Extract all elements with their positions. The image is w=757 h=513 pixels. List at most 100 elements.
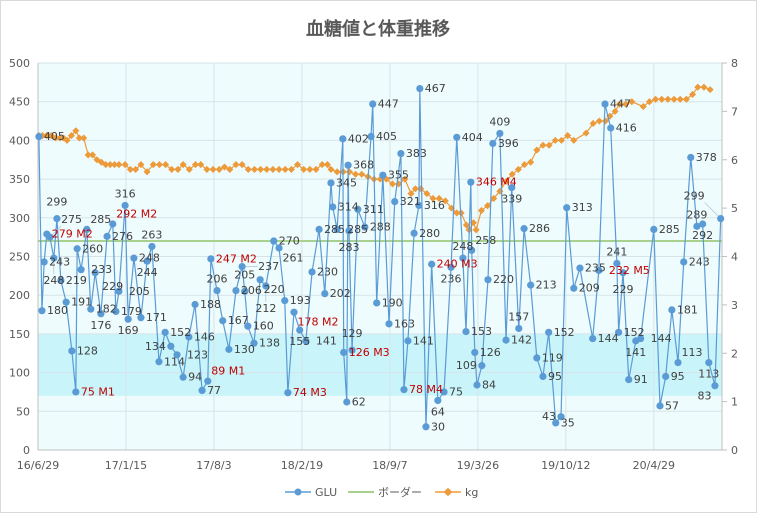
x-tick-label: 17/8/3 bbox=[196, 459, 231, 472]
glu-point bbox=[440, 388, 448, 396]
glu-data-label: 416 bbox=[616, 122, 637, 135]
glu-point bbox=[400, 386, 408, 394]
glu-point bbox=[250, 339, 258, 347]
glu-point bbox=[373, 299, 381, 307]
glu-data-label: 171 bbox=[146, 311, 167, 324]
kg-point bbox=[215, 165, 223, 173]
glu-point bbox=[72, 388, 80, 396]
glu-data-label: 243 bbox=[689, 255, 710, 268]
glu-point bbox=[404, 337, 412, 345]
glu-point bbox=[91, 269, 99, 277]
kg-point bbox=[263, 165, 271, 173]
glu-data-label: 404 bbox=[462, 131, 483, 144]
glu-point bbox=[563, 204, 571, 212]
glu-point bbox=[705, 358, 713, 367]
glu-point bbox=[155, 358, 163, 366]
glu-data-label: 75 M1 bbox=[81, 385, 115, 398]
kg-point bbox=[435, 194, 443, 202]
kg-point bbox=[191, 161, 200, 169]
kg-point bbox=[75, 134, 83, 142]
glu-data-label: 163 bbox=[394, 317, 415, 330]
kg-point bbox=[676, 95, 684, 103]
kg-point bbox=[162, 161, 170, 169]
glu-point bbox=[625, 375, 633, 384]
kg-point bbox=[84, 151, 92, 159]
glu-data-label: 286 bbox=[529, 222, 550, 235]
kg-point bbox=[358, 170, 366, 178]
glu-point bbox=[637, 334, 645, 343]
x-tick-label: 18/9/7 bbox=[372, 459, 407, 472]
glu-point bbox=[345, 227, 353, 235]
glu-point bbox=[613, 259, 621, 268]
glu-point bbox=[607, 124, 615, 132]
glu-point bbox=[348, 346, 356, 354]
glu-data-label: 205 bbox=[234, 268, 255, 281]
glu-point bbox=[595, 266, 603, 275]
glu-point bbox=[321, 290, 329, 298]
glu-data-label: 241 bbox=[606, 245, 627, 258]
glu-point bbox=[484, 276, 492, 284]
glu-point bbox=[662, 372, 670, 381]
glu-data-label: 279 M2 bbox=[52, 228, 93, 241]
glu-data-label: 182 bbox=[96, 303, 117, 316]
kg-point bbox=[615, 100, 624, 108]
kg-point bbox=[89, 151, 97, 159]
glu-point bbox=[238, 262, 246, 271]
kg-point bbox=[327, 165, 335, 173]
glu-data-label: 314 bbox=[338, 200, 359, 213]
glu-data-label: 193 bbox=[290, 294, 311, 307]
glu-data-label: 285 bbox=[90, 213, 111, 226]
glu-point bbox=[589, 334, 597, 343]
glu-data-label: 91 bbox=[634, 373, 648, 386]
glu-point bbox=[656, 402, 664, 410]
glu-data-label: 113 bbox=[682, 346, 703, 359]
kg-point bbox=[429, 194, 437, 202]
kg-point bbox=[333, 168, 341, 176]
glu-point bbox=[115, 287, 123, 295]
kg-point bbox=[185, 165, 193, 173]
glu-point bbox=[207, 255, 215, 263]
kg-point bbox=[508, 170, 516, 178]
kg-point bbox=[595, 117, 603, 125]
glu-point bbox=[391, 197, 399, 206]
glu-data-label: 447 bbox=[378, 98, 399, 111]
glu-point bbox=[296, 326, 304, 334]
glu-point bbox=[576, 264, 584, 272]
glu-data-label: 405 bbox=[376, 130, 397, 143]
kg-point bbox=[312, 165, 320, 173]
glu-point bbox=[343, 398, 351, 406]
glu-data-label: 188 bbox=[200, 298, 221, 311]
y-right-tick-label: 6 bbox=[731, 154, 738, 167]
glu-data-label: 299 bbox=[46, 196, 67, 209]
glu-data-label: 232 M5 bbox=[609, 264, 650, 277]
x-tick-label: 19/10/12 bbox=[541, 459, 590, 472]
kg-point bbox=[664, 95, 672, 103]
glu-data-label: 405 bbox=[44, 130, 65, 143]
kg-point bbox=[209, 165, 217, 173]
glu-data-label: 114 bbox=[164, 355, 185, 368]
glu-data-label: 30 bbox=[431, 420, 445, 433]
glu-point bbox=[527, 281, 535, 289]
glu-data-label: 311 bbox=[363, 203, 384, 216]
glu-data-label: 129 bbox=[342, 327, 363, 340]
glu-point bbox=[680, 258, 688, 266]
glu-data-label: 240 M3 bbox=[437, 258, 478, 271]
glu-point bbox=[130, 254, 138, 262]
glu-data-label: 181 bbox=[677, 303, 698, 316]
glu-data-label: 236 bbox=[441, 272, 462, 285]
glu-data-label: 292 M2 bbox=[116, 207, 157, 220]
kg-point bbox=[168, 165, 176, 173]
kg-point bbox=[645, 98, 653, 106]
glu-point bbox=[615, 328, 623, 336]
glu-point bbox=[62, 298, 70, 306]
glu-data-label: 316 bbox=[424, 199, 445, 212]
y-left-tick-label: 0 bbox=[23, 444, 30, 457]
glu-point bbox=[137, 314, 145, 322]
glu-data-label: 160 bbox=[253, 320, 274, 333]
glu-point bbox=[552, 419, 560, 427]
glu-point bbox=[53, 214, 61, 223]
glu-data-label: 276 bbox=[112, 230, 133, 243]
glu-point bbox=[213, 286, 221, 295]
glu-point bbox=[198, 386, 206, 395]
